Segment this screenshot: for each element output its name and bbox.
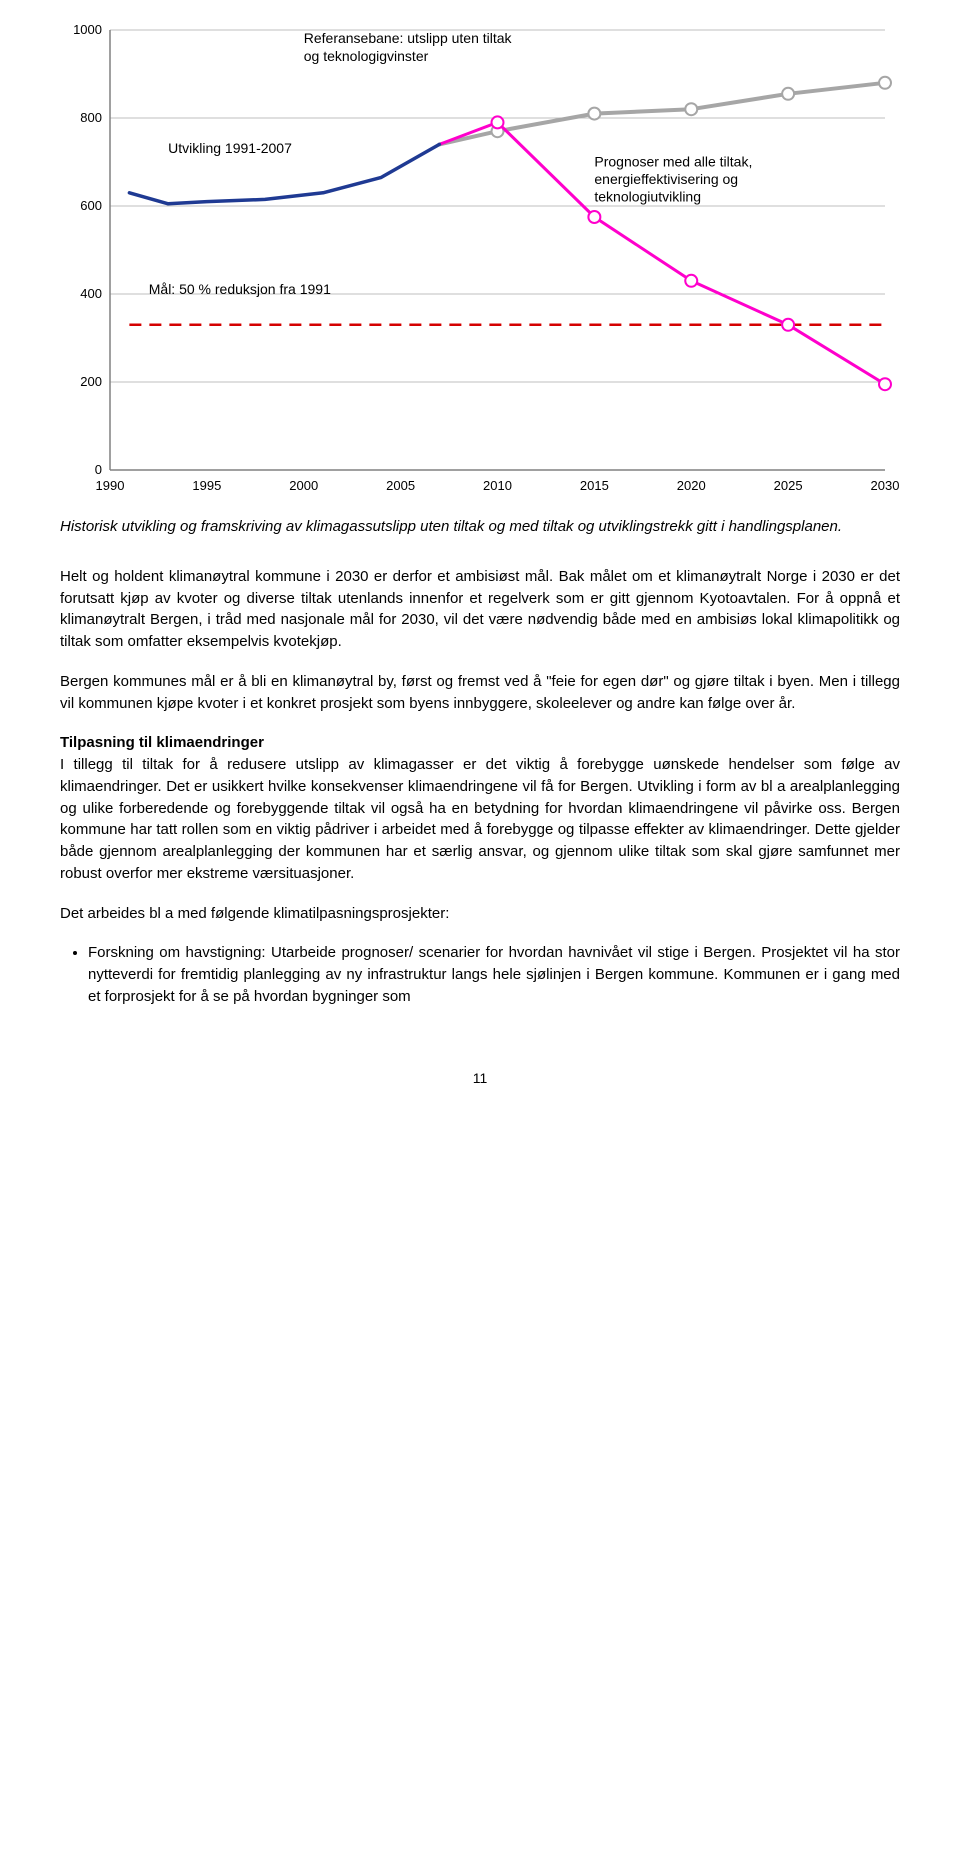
para-1: Helt og holdent klimanøytral kommune i 2…: [60, 566, 900, 653]
svg-text:1995: 1995: [192, 478, 221, 493]
emissions-chart: 0 200 400 600 800 1000 1990 1995 2000 2005 2010 201…: [60, 20, 900, 500]
svg-text:teknologiutvikling: teknologiutvikling: [594, 189, 701, 205]
svg-text:Referansebane: utslipp uten ti: Referansebane: utslipp uten tiltak: [304, 30, 513, 46]
para-3: I tillegg til tiltak for å redusere utsl…: [60, 754, 900, 885]
svg-text:og teknologigvinster: og teknologigvinster: [304, 48, 429, 64]
bullet-list: Forskning om havstigning: Utarbeide prog…: [60, 942, 900, 1007]
svg-text:Mål: 50 % reduksjon fra 1991: Mål: 50 % reduksjon fra 1991: [149, 281, 331, 297]
svg-text:1990: 1990: [96, 478, 125, 493]
para-2: Bergen kommunes mål er å bli en klimanøy…: [60, 671, 900, 715]
svg-text:2000: 2000: [289, 478, 318, 493]
para-4: Det arbeides bl a med følgende klimatilp…: [60, 903, 900, 925]
page-number: 11: [60, 1068, 900, 1088]
svg-text:600: 600: [80, 198, 102, 213]
section-heading: Tilpasning til klimaendringer: [60, 732, 900, 754]
svg-text:2025: 2025: [774, 478, 803, 493]
svg-text:2030: 2030: [871, 478, 900, 493]
chart-caption: Historisk utvikling og framskriving av k…: [60, 516, 900, 538]
svg-text:200: 200: [80, 374, 102, 389]
svg-text:Utvikling 1991-2007: Utvikling 1991-2007: [168, 140, 292, 156]
svg-text:0: 0: [95, 462, 102, 477]
svg-text:2020: 2020: [677, 478, 706, 493]
svg-text:1000: 1000: [73, 22, 102, 37]
svg-text:2015: 2015: [580, 478, 609, 493]
svg-text:energieffektivisering og: energieffektivisering og: [594, 171, 738, 187]
svg-text:2010: 2010: [483, 478, 512, 493]
chart-svg: 0 200 400 600 800 1000 1990 1995 2000 2005 2010 201…: [60, 20, 900, 500]
svg-text:800: 800: [80, 110, 102, 125]
svg-text:Prognoser med alle tiltak,: Prognoser med alle tiltak,: [594, 153, 752, 169]
svg-text:400: 400: [80, 286, 102, 301]
svg-text:2005: 2005: [386, 478, 415, 493]
bullet-item: Forskning om havstigning: Utarbeide prog…: [88, 942, 900, 1007]
